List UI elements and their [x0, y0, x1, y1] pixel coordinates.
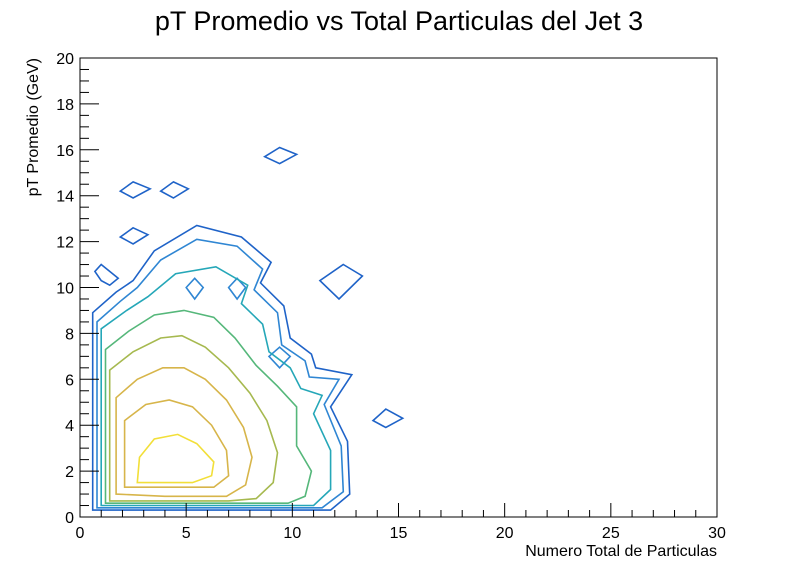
contour-level-2-line-1	[96, 238, 345, 509]
chart-title: pT Promedio vs Total Particulas del Jet …	[155, 6, 643, 36]
contour-level-4-line-1	[104, 309, 313, 505]
contour-level-5-line-1	[108, 334, 279, 502]
contour-level-1-line-8	[371, 408, 405, 429]
y-tick-label: 12	[56, 235, 74, 252]
x-axis: 0 5 10 15 20 25 30	[76, 503, 726, 542]
contour-lines	[91, 146, 405, 511]
x-tick-label: 25	[602, 525, 620, 542]
y-tick-label: 10	[56, 281, 74, 298]
y-tick-label: 2	[65, 464, 74, 481]
y-axis: 0 2 4 6 8 10 12 14 16 18 20	[56, 51, 99, 527]
y-tick-label: 4	[65, 418, 74, 435]
y-tick-label: 8	[65, 326, 74, 343]
y-axis-label: pT Promedio (GeV)	[25, 58, 42, 196]
contour-level-3-line-1	[100, 265, 332, 507]
y-tick-label: 0	[65, 510, 74, 527]
contour-level-7-line-1	[136, 433, 215, 484]
x-tick-label: 30	[708, 525, 726, 542]
y-tick-label: 14	[56, 189, 74, 206]
contour-level-1-line-7	[318, 263, 364, 301]
x-tick-label: 0	[76, 525, 85, 542]
contour-level-1-line-4	[159, 180, 190, 199]
contour-level-1-line-3	[118, 180, 152, 199]
y-tick-label: 16	[56, 143, 74, 160]
y-tick-label: 18	[56, 97, 74, 114]
contour-level-2-line-2	[267, 346, 292, 369]
y-tick-label: 6	[65, 372, 74, 389]
contour-level-1-line-5	[263, 146, 299, 165]
contour-level-2-line-3	[185, 277, 205, 301]
y-tick-label: 20	[56, 51, 74, 68]
contour-level-1-line-2	[93, 263, 120, 287]
x-tick-label: 15	[390, 525, 408, 542]
contour-level-6-line-2	[123, 399, 230, 489]
contour-level-6-line-1	[115, 366, 253, 498]
contour-level-2-line-4	[227, 277, 247, 301]
x-tick-label: 20	[496, 525, 514, 542]
x-axis-label: Numero Total de Particulas	[525, 543, 717, 560]
x-tick-label: 10	[283, 525, 301, 542]
contour-level-1-line-1	[91, 224, 354, 511]
contour-level-1-line-6	[118, 226, 150, 245]
x-tick-label: 5	[182, 525, 191, 542]
